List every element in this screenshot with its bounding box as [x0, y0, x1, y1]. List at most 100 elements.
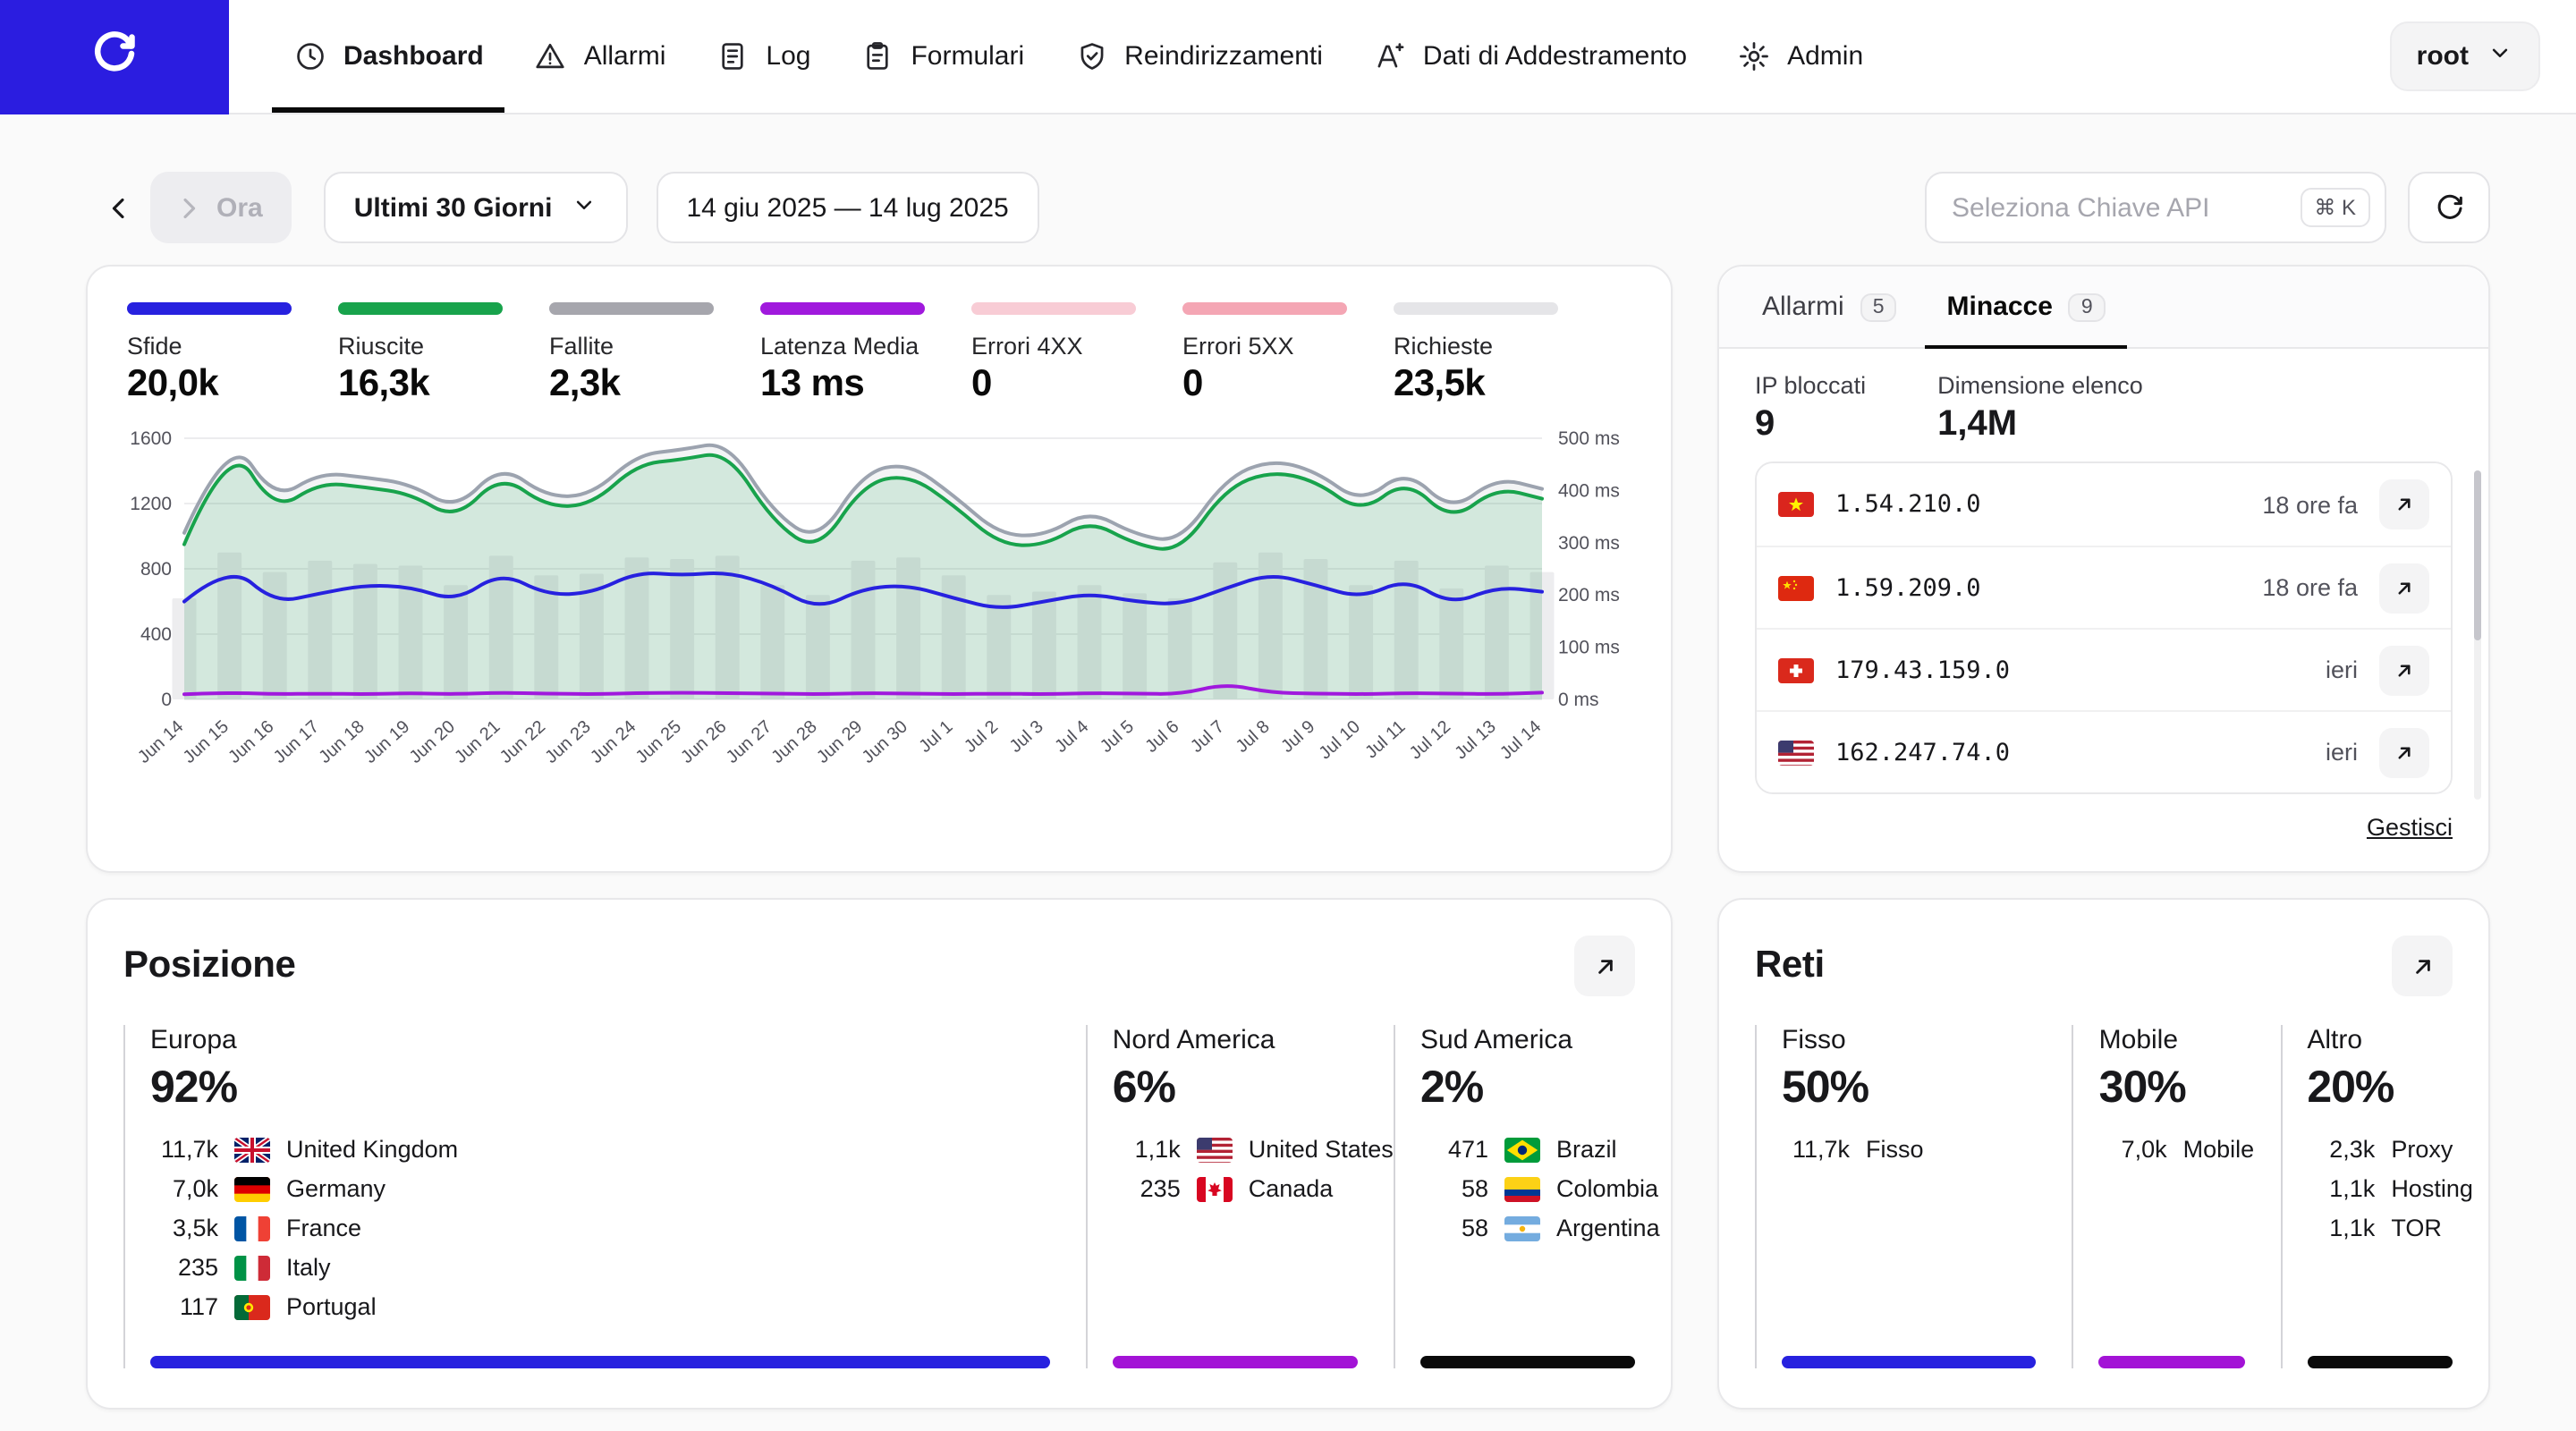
next-period-group: Ora	[150, 172, 292, 243]
refresh-button[interactable]	[2408, 172, 2490, 243]
group-row: 1,1kUnited States	[1113, 1136, 1358, 1163]
svg-text:Jul 11: Jul 11	[1361, 716, 1409, 762]
group-row-label: Proxy	[2391, 1136, 2453, 1163]
svg-text:Jul 2: Jul 2	[961, 716, 1002, 757]
open-ip-button[interactable]	[2379, 479, 2429, 529]
tab-minacce[interactable]: Minacce 9	[1922, 267, 2131, 347]
group-row-label: Colombia	[1556, 1175, 1658, 1202]
expand-location-button[interactable]	[1574, 936, 1635, 996]
group-row-count: 1,1k	[1113, 1136, 1181, 1163]
group-row-label: France	[286, 1215, 361, 1241]
group-row: 11,7k Fisso	[1782, 1136, 2037, 1163]
group-row-label: Portugal	[286, 1293, 377, 1320]
open-ip-button[interactable]	[2379, 727, 2429, 777]
location-card-header: Posizione	[123, 936, 1635, 996]
scrollbar-thumb[interactable]	[2474, 470, 2481, 640]
blocked-ip-row: 162.247.74.0ieri	[1757, 710, 2451, 792]
svg-text:Jun 15: Jun 15	[180, 716, 233, 767]
network-group-altro: Altro20%2,3kProxy1,1kHosting1,1kTOR	[2280, 1025, 2453, 1368]
group-name: Sud America	[1420, 1025, 1635, 1055]
svg-text:0 ms: 0 ms	[1558, 690, 1599, 710]
nav-item-label: Dati di Addestramento	[1423, 41, 1687, 72]
group-name: Europa	[150, 1025, 1050, 1055]
stat-label: Latenza Media	[760, 333, 925, 360]
next-period-button[interactable]	[165, 183, 213, 232]
tab-allarmi[interactable]: Allarmi 5	[1737, 267, 1922, 347]
warning-icon	[534, 39, 568, 73]
networks-card-title: Reti	[1755, 944, 1825, 987]
scrollbar-track[interactable]	[2474, 470, 2481, 800]
group-name: Fisso	[1782, 1025, 2037, 1055]
svg-text:500 ms: 500 ms	[1558, 428, 1620, 449]
group-row-count: 11,7k	[1782, 1136, 1850, 1163]
svg-text:Jul 4: Jul 4	[1051, 716, 1092, 757]
networks-groups: Fisso 50% 11,7k Fisso Mobile30%7,0kMobileAlt…	[1755, 1025, 2453, 1368]
svg-text:Jul 12: Jul 12	[1406, 716, 1454, 763]
svg-text:Jul 3: Jul 3	[1006, 716, 1047, 757]
group-row-count: 11,7k	[150, 1136, 218, 1163]
period-select[interactable]: Ultimi 30 Giorni	[324, 172, 628, 243]
group-row: 58Argentina	[1420, 1215, 1635, 1241]
stat-label: Richieste	[1394, 333, 1558, 360]
group-row-label: Italy	[286, 1254, 331, 1281]
metric-ip-bloccati: IP bloccati 9	[1755, 372, 1866, 445]
manage-link[interactable]: Gestisci	[2367, 814, 2453, 841]
open-ip-button[interactable]	[2379, 563, 2429, 613]
dashboard-page: DashboardAllarmiLogFormulariReindirizzam…	[0, 0, 2576, 1431]
blocked-ip-time: 18 ore fa	[2262, 574, 2358, 601]
user-menu-button[interactable]: root	[2390, 21, 2540, 91]
nav-item-dashboard[interactable]: Dashboard	[268, 0, 509, 113]
stat-riuscite: Riuscite16,3k	[338, 302, 503, 406]
now-button[interactable]: Ora	[216, 192, 263, 223]
nav-item-log[interactable]: Log	[691, 0, 835, 113]
open-ip-button[interactable]	[2379, 645, 2429, 695]
group-rows: 11,7kUnited Kingdom7,0kGermany3,5kFrance…	[150, 1136, 1050, 1320]
group-row-label: Argentina	[1556, 1215, 1660, 1241]
svg-text:400 ms: 400 ms	[1558, 480, 1620, 501]
nav-item-formulari[interactable]: Formulari	[835, 0, 1049, 113]
date-range-label: 14 giu 2025 — 14 lug 2025	[686, 192, 1008, 223]
shield-icon	[1074, 39, 1108, 73]
api-key-input[interactable]	[1952, 192, 2300, 223]
group-progress-bar	[150, 1356, 1050, 1368]
expand-networks-button[interactable]	[2392, 936, 2453, 996]
app-logo[interactable]	[0, 0, 229, 114]
nav-item-dati-di-addestramento[interactable]: Dati di Addestramento	[1348, 0, 1712, 113]
stat-value: 0	[971, 363, 1136, 406]
group-row-label: Fisso	[1866, 1136, 1924, 1163]
svg-text:400: 400	[140, 624, 172, 645]
group-percentage: 6%	[1113, 1063, 1358, 1114]
group-row-count: 235	[150, 1254, 218, 1281]
tab-badge: 5	[1860, 292, 1897, 321]
stat-sfide: Sfide20,0k	[127, 302, 292, 406]
stat-fallite: Fallite2,3k	[549, 302, 714, 406]
group-row-label: TOR	[2391, 1215, 2442, 1241]
prev-period-button[interactable]	[86, 172, 150, 243]
nav-item-allarmi[interactable]: Allarmi	[509, 0, 691, 113]
flag-br-icon	[1504, 1137, 1540, 1162]
metric-value: 1,4M	[1937, 404, 2143, 445]
svg-text:Jun 14: Jun 14	[134, 716, 187, 767]
gear-icon	[1737, 39, 1771, 73]
svg-text:Jun 16: Jun 16	[225, 716, 277, 767]
group-row-label: Brazil	[1556, 1136, 1617, 1163]
nav-item-label: Admin	[1787, 41, 1863, 72]
group-percentage: 50%	[1782, 1063, 2037, 1114]
stat-color-bar	[971, 302, 1136, 315]
flag-ar-icon	[1504, 1215, 1540, 1240]
flag-us-icon	[1197, 1137, 1233, 1162]
blocked-ip-time: ieri	[2326, 656, 2358, 683]
group-row: 235Canada	[1113, 1175, 1358, 1202]
keyboard-shortcut-badge: ⌘ K	[2300, 188, 2370, 227]
location-card: Posizione Europa92%11,7kUnited Kingdom7,…	[86, 898, 1673, 1410]
networks-card-header: Reti	[1755, 936, 2453, 996]
group-row-count: 7,0k	[2099, 1136, 2167, 1163]
nav-item-reindirizzamenti[interactable]: Reindirizzamenti	[1049, 0, 1348, 113]
date-range-picker[interactable]: 14 giu 2025 — 14 lug 2025	[656, 172, 1038, 243]
group-rows: 1,1kUnited States 235Canada	[1113, 1136, 1358, 1202]
network-group-mobile: Mobile30%7,0kMobile	[2072, 1025, 2245, 1368]
stat-errori-4xx: Errori 4XX0	[971, 302, 1136, 406]
nav-item-admin[interactable]: Admin	[1712, 0, 1888, 113]
group-row: 235 Italy	[150, 1254, 1050, 1281]
svg-text:Jul 5: Jul 5	[1097, 716, 1138, 757]
